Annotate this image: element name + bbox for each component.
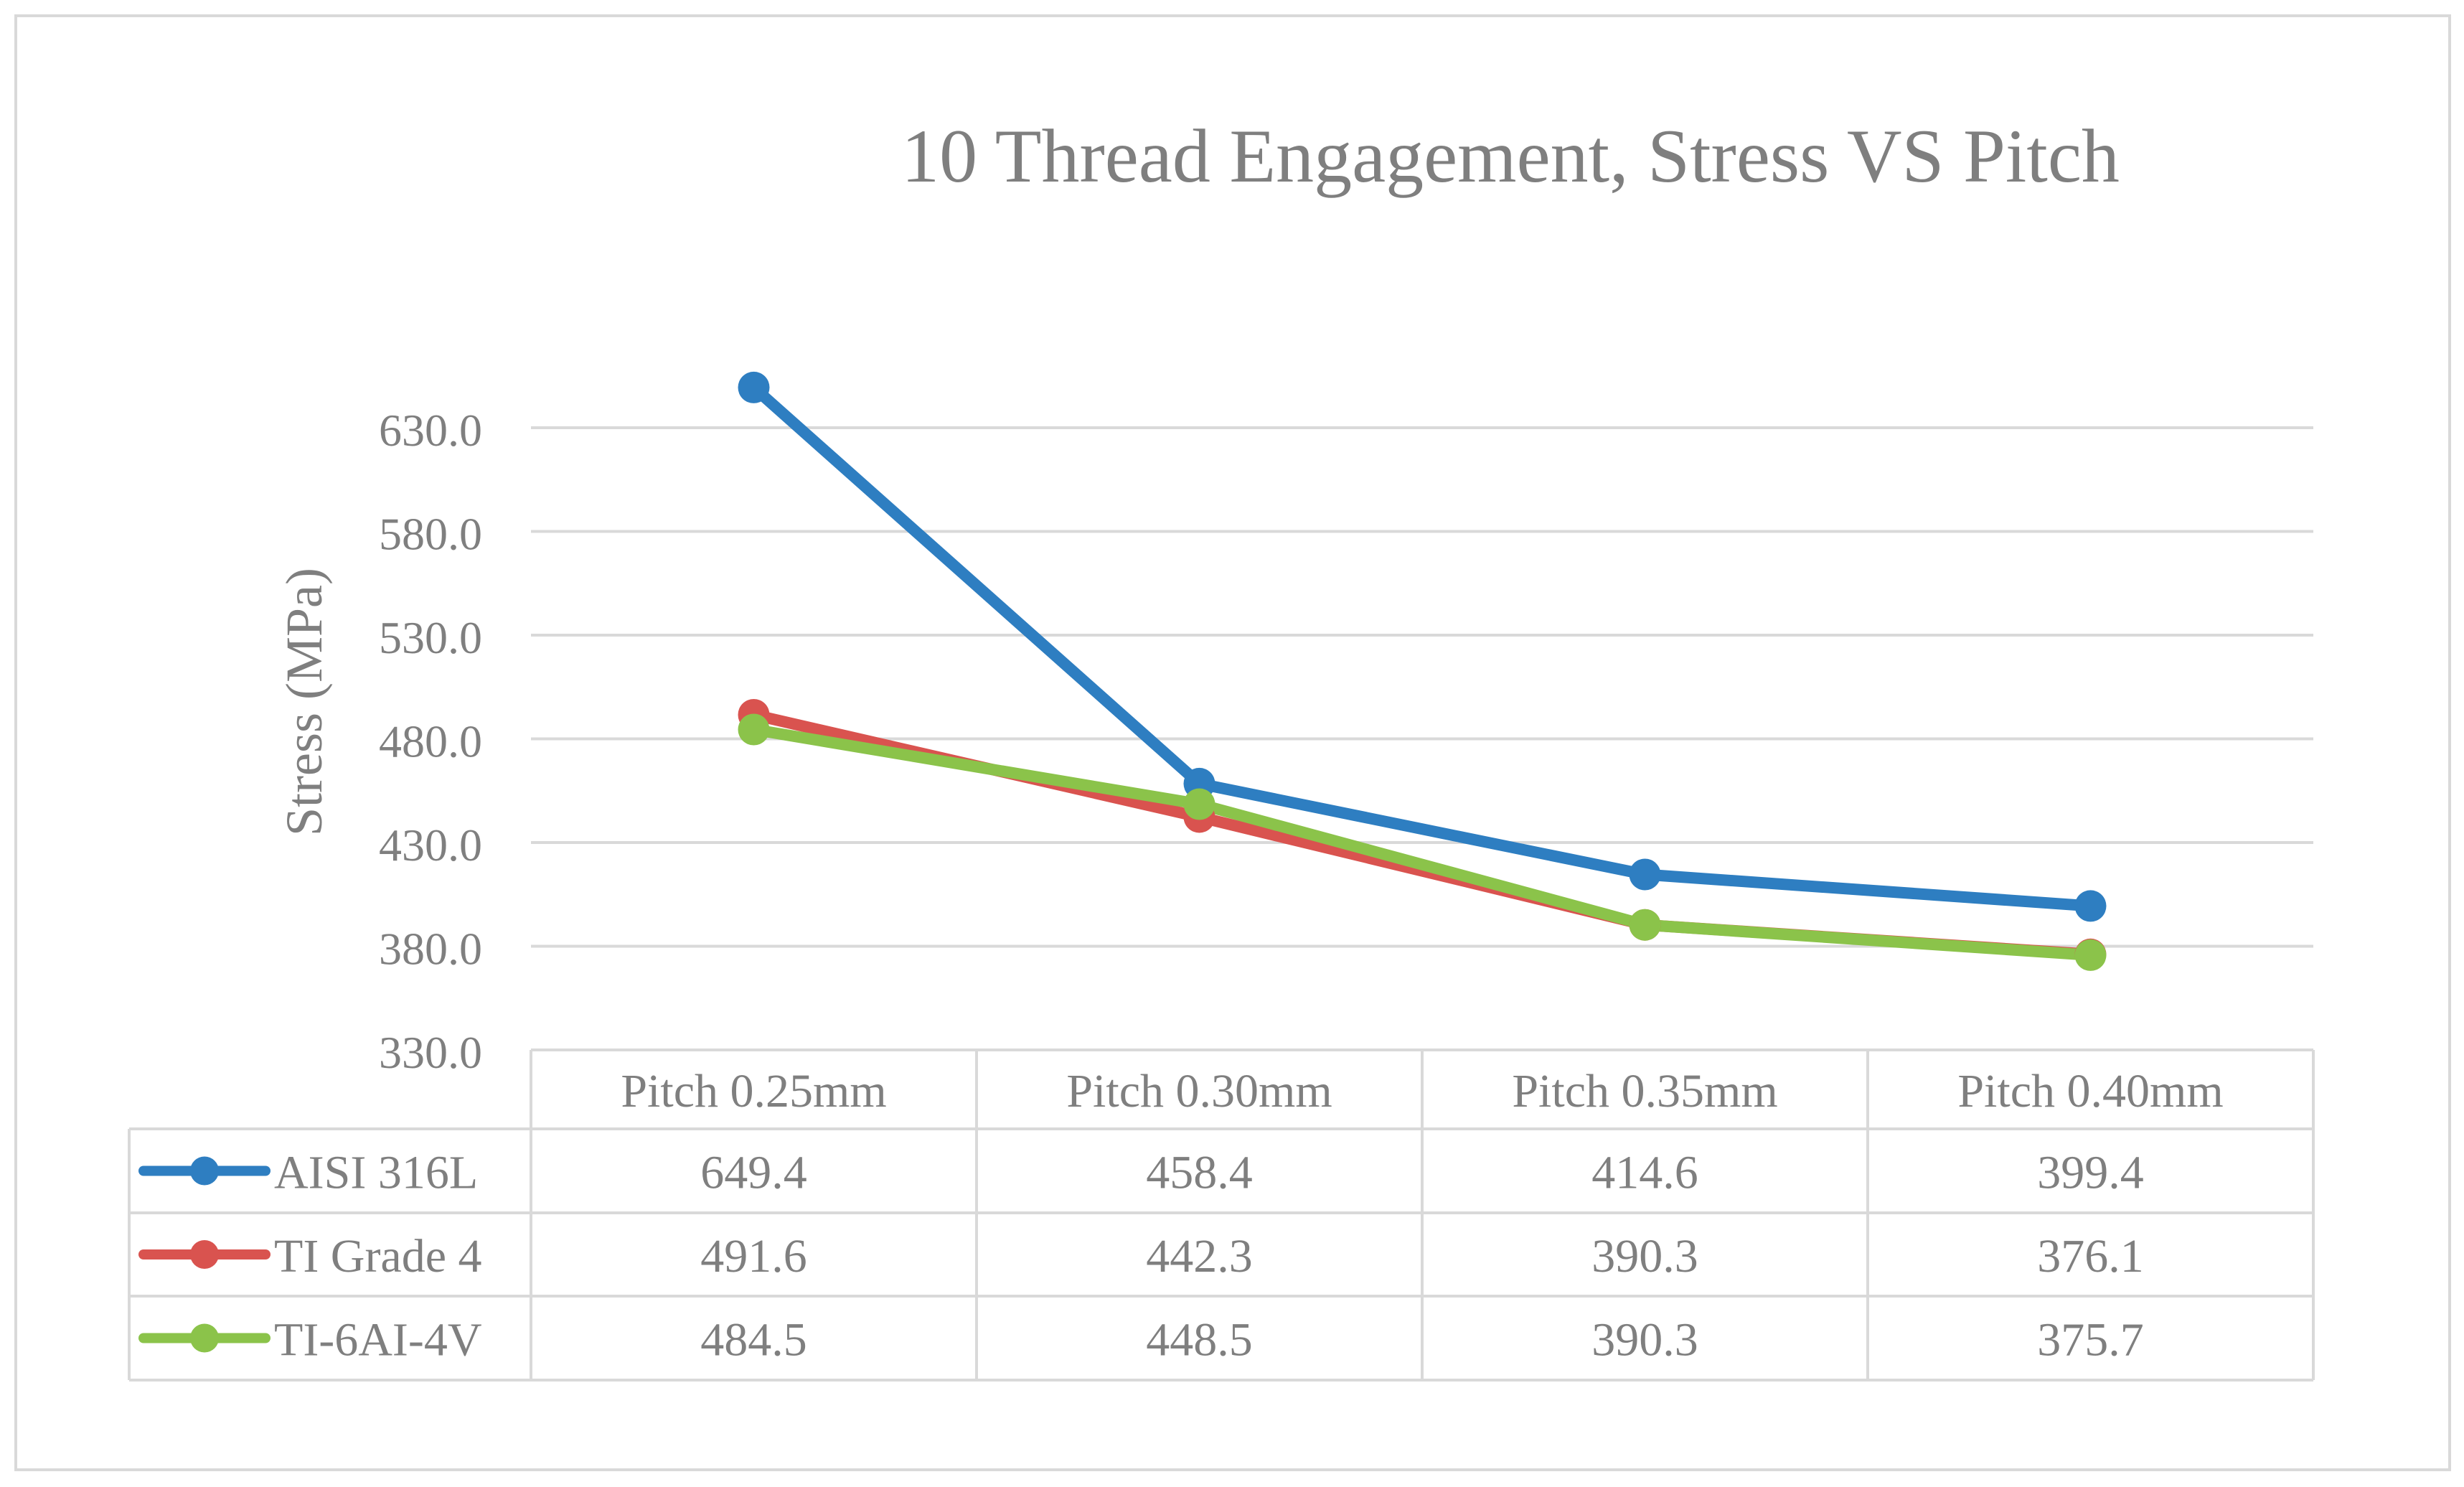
y-tick-label: 430.0	[379, 820, 482, 871]
series-lines	[748, 381, 2097, 961]
y-axis-label: Stress (MPa)	[276, 568, 333, 836]
y-tick-label: 480.0	[379, 716, 482, 767]
y-axis-ticks: 330.0 380.0 430.0 480.0 530.0 580.0 630.0	[379, 405, 482, 1078]
data-value: 484.5	[700, 1314, 807, 1366]
series-name: TI-6AI-4V	[274, 1314, 482, 1366]
data-value: 649.4	[700, 1147, 807, 1199]
series-line	[748, 723, 2097, 961]
data-value: 399.4	[2037, 1147, 2144, 1199]
data-value: 491.6	[700, 1230, 807, 1282]
category-label: Pitch 0.30mm	[1066, 1065, 1332, 1117]
data-table: Pitch 0.25mm Pitch 0.30mm Pitch 0.35mm Pitc…	[128, 1049, 2315, 1382]
data-point	[2074, 939, 2107, 971]
legend-key-marker	[190, 1323, 219, 1353]
data-value: 390.3	[1591, 1230, 1698, 1282]
y-tick-label: 580.0	[379, 509, 482, 560]
series-name: AISI 316L	[274, 1147, 478, 1199]
y-tick-label: 380.0	[379, 924, 482, 975]
series-name: TI Grade 4	[274, 1230, 482, 1282]
data-value: 448.5	[1146, 1314, 1253, 1366]
data-value: 376.1	[2037, 1230, 2144, 1282]
y-tick-label: 630.0	[379, 405, 482, 456]
data-point	[1183, 788, 1215, 820]
data-value: 458.4	[1146, 1147, 1253, 1199]
data-value: 375.7	[2037, 1314, 2144, 1366]
data-point	[738, 713, 770, 746]
category-label: Pitch 0.40mm	[1957, 1065, 2223, 1117]
y-tick-label: 530.0	[379, 612, 482, 663]
legend-key-marker	[190, 1240, 219, 1269]
data-point	[1629, 858, 1661, 891]
data-value: 442.3	[1146, 1230, 1253, 1282]
chart-title: 10 Thread Engagement, Stress VS Pitch	[901, 114, 2120, 198]
chart-border	[14, 14, 2451, 1471]
data-value: 390.3	[1591, 1314, 1698, 1366]
series-line	[748, 381, 2097, 912]
legend-key-marker	[190, 1156, 219, 1186]
y-tick-label: 330.0	[379, 1027, 482, 1078]
series-markers	[738, 371, 2107, 971]
category-label: Pitch 0.35mm	[1512, 1065, 1777, 1117]
data-point	[1629, 909, 1661, 941]
category-label: Pitch 0.25mm	[621, 1065, 886, 1117]
data-value: 414.6	[1591, 1147, 1698, 1199]
data-point	[738, 371, 770, 403]
data-point	[2074, 890, 2107, 922]
